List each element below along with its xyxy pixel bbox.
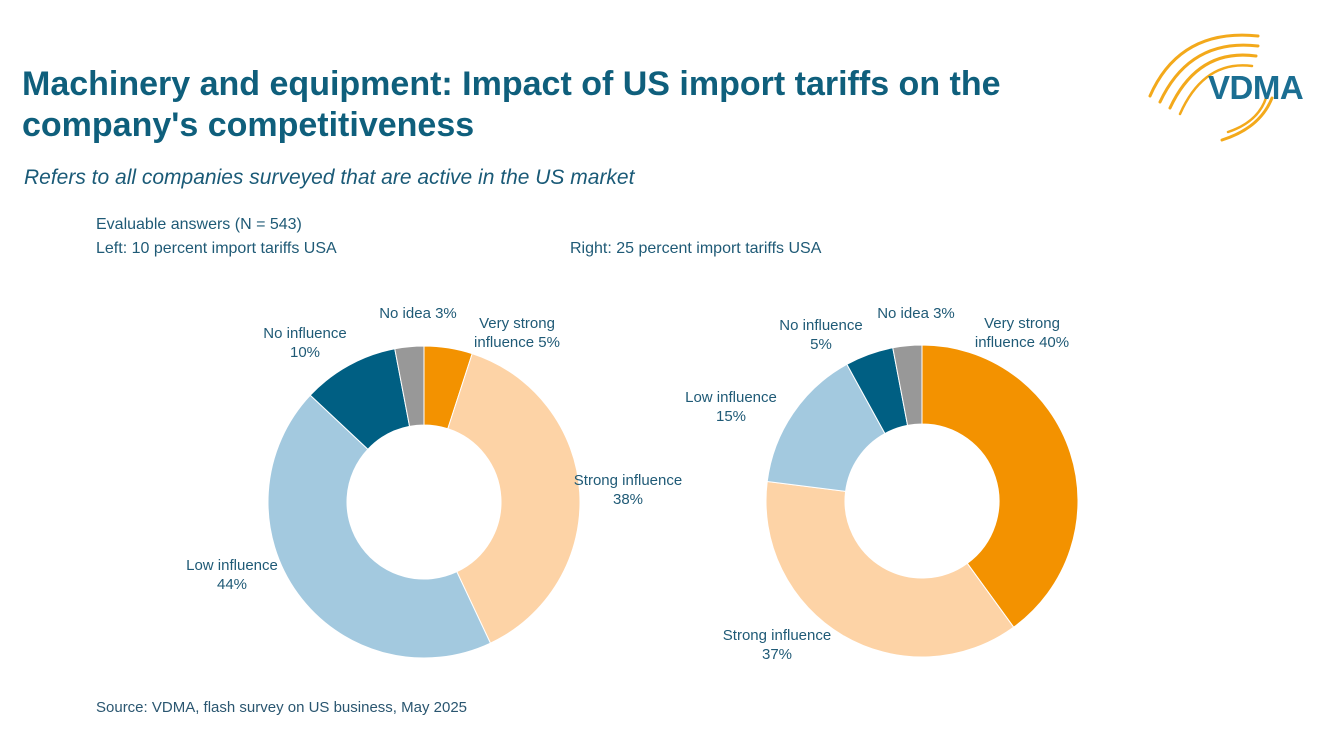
vdma-logo-arcs xyxy=(1148,33,1274,142)
donut-chart-right: Very strong influence 40% Strong influence… xyxy=(685,305,1079,663)
answers-note: Evaluable answers (N = 543) xyxy=(96,216,302,233)
left-label-low-influence: Low influence 44% xyxy=(186,557,278,593)
right-slice-low-influence xyxy=(766,363,886,492)
source-note: Source: VDMA, flash survey on US busines… xyxy=(96,699,468,716)
right-label-strong-influence: Strong influence 37% xyxy=(723,627,831,663)
vdma-logo-text: VDMA xyxy=(1208,69,1304,106)
donut-chart-left: Very strong influence 5% Strong influence 3… xyxy=(186,305,682,659)
right-slice-no-idea xyxy=(892,344,923,426)
logo-arc-group xyxy=(1148,33,1274,142)
right-slice-strong-influence xyxy=(765,480,1015,658)
right-label-no-idea: No idea 3% xyxy=(877,305,955,322)
left-label-no-idea: No idea 3% xyxy=(379,305,457,322)
left-chart-note: Left: 10 percent import tariffs USA xyxy=(96,240,337,257)
left-label-no-influence: No influence 10% xyxy=(263,325,346,361)
right-label-no-influence: No influence 5% xyxy=(779,317,862,353)
right-chart-note: Right: 25 percent import tariffs USA xyxy=(570,240,822,257)
right-label-low-influence: Low influence 15% xyxy=(685,389,777,425)
left-slice-strong-influence xyxy=(447,353,581,644)
page-subtitle: Refers to all companies surveyed that ar… xyxy=(24,166,635,189)
left-slice-no-idea xyxy=(394,345,425,427)
left-label-very-strong-influence: Very strong influence 5% xyxy=(474,315,560,351)
right-label-very-strong-influence: Very strong influence 40% xyxy=(975,315,1069,351)
right-slice-very-strong-influence xyxy=(921,344,1079,628)
page-title: Machinery and equipment: Impact of US im… xyxy=(22,65,1001,144)
left-label-strong-influence: Strong influence 38% xyxy=(574,472,682,508)
left-slice-low-influence xyxy=(267,394,492,659)
